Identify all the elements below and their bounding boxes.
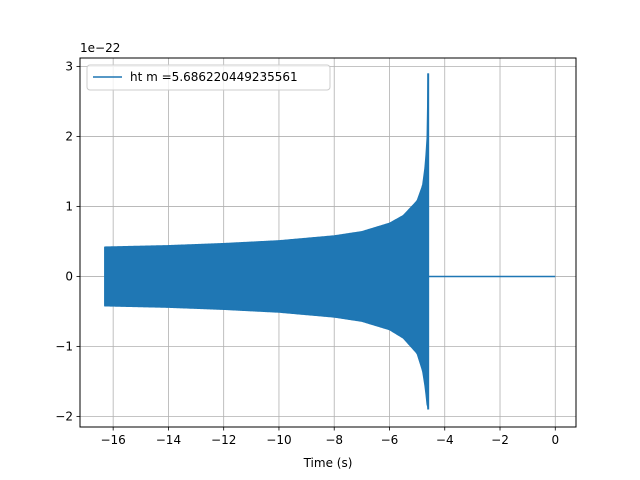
y-tick-label: −1 — [55, 339, 73, 353]
y-tick-label: 1 — [65, 199, 73, 213]
x-tick-label: −8 — [325, 433, 343, 447]
x-axis-label: Time (s) — [303, 456, 353, 470]
x-tick-label: 0 — [551, 433, 559, 447]
x-tick-label: −4 — [436, 433, 454, 447]
plot-frame — [79, 57, 577, 428]
legend[interactable]: ht m =5.686220449235561 — [86, 64, 331, 91]
x-tick-label: −10 — [266, 433, 291, 447]
x-axis-ticks: −16 −14 −12 −10 −8 −6 −4 −2 0 — [100, 427, 559, 447]
series-ht-envelope — [104, 73, 429, 409]
y-axis-ticks: −2 −1 0 1 2 3 — [55, 59, 80, 423]
y-tick-label: 0 — [65, 269, 73, 283]
y-tick-label: −2 — [55, 409, 73, 423]
x-tick-label: −12 — [211, 433, 236, 447]
y-offset-text: 1e−22 — [80, 41, 120, 55]
x-tick-label: −14 — [156, 433, 181, 447]
x-tick-label: −6 — [381, 433, 399, 447]
series-ht — [104, 73, 556, 410]
legend-entry-ht: ht m =5.686220449235561 — [130, 70, 298, 84]
y-tick-label: 2 — [65, 129, 73, 143]
legend-box — [86, 64, 331, 91]
y-tick-label: 3 — [65, 59, 73, 73]
x-tick-label: −2 — [491, 433, 509, 447]
x-tick-label: −16 — [100, 433, 125, 447]
